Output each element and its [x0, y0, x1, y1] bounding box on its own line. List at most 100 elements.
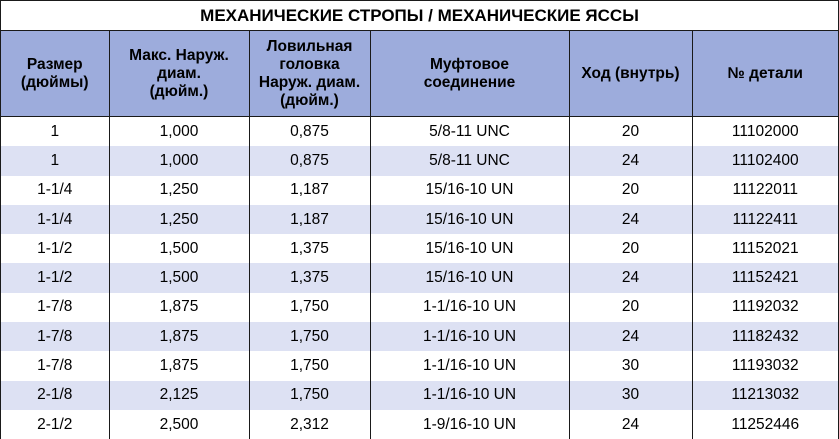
cell-max-od: 1,875 — [109, 351, 250, 381]
table-row: 1-1/4 1,250 1,187 15/16-10 UN 20 11122011 — [1, 175, 838, 205]
parts-table: Размер (дюймы) Макс. Наруж. диам. (дюйм.) Лов… — [1, 31, 838, 439]
header-size: Размер (дюймы) — [1, 31, 110, 117]
cell-size: 1 — [1, 116, 110, 147]
cell-part-number: 11252446 — [692, 409, 838, 439]
cell-stroke: 20 — [569, 292, 693, 323]
cell-size: 1-7/8 — [1, 292, 110, 323]
cell-fishing-neck-od: 1,375 — [249, 234, 371, 264]
cell-max-od: 1,250 — [109, 204, 250, 235]
cell-connection: 1-1/16-10 UN — [370, 351, 570, 381]
header-stroke: Ход (внутрь) — [569, 31, 693, 117]
cell-connection: 5/8-11 UNC — [370, 116, 570, 147]
header-row: Размер (дюймы) Макс. Наруж. диам. (дюйм.) Лов… — [1, 31, 838, 117]
cell-connection: 15/16-10 UN — [370, 234, 570, 264]
table-row: 2-1/2 2,500 2,312 1-9/16-10 UN 24 11252446 — [1, 409, 838, 439]
cell-max-od: 1,250 — [109, 175, 250, 205]
table-header: Размер (дюймы) Макс. Наруж. диам. (дюйм.) Лов… — [1, 31, 838, 117]
cell-fishing-neck-od: 1,750 — [249, 292, 371, 323]
cell-max-od: 1,500 — [109, 263, 250, 293]
cell-fishing-neck-od: 0,875 — [249, 116, 371, 147]
table-row: 1-7/8 1,875 1,750 1-1/16-10 UN 20 11192032 — [1, 292, 838, 323]
cell-stroke: 24 — [569, 263, 693, 293]
cell-stroke: 20 — [569, 234, 693, 264]
cell-fishing-neck-od: 2,312 — [249, 409, 371, 439]
header-max-od: Макс. Наруж. диам. (дюйм.) — [109, 31, 250, 117]
cell-fishing-neck-od: 1,750 — [249, 380, 371, 410]
cell-size: 1-7/8 — [1, 351, 110, 381]
cell-max-od: 1,875 — [109, 322, 250, 352]
cell-stroke: 30 — [569, 351, 693, 381]
table-row: 2-1/8 2,125 1,750 1-1/16-10 UN 30 11213032 — [1, 380, 838, 410]
table-title: МЕХАНИЧЕСКИЕ СТРОПЫ / МЕХАНИЧЕСКИЕ ЯССЫ — [1, 1, 838, 31]
cell-part-number: 11102000 — [692, 116, 838, 147]
cell-size: 1-1/2 — [1, 263, 110, 293]
cell-part-number: 11192032 — [692, 292, 838, 323]
cell-part-number: 11152021 — [692, 234, 838, 264]
cell-part-number: 11102400 — [692, 146, 838, 176]
cell-stroke: 24 — [569, 409, 693, 439]
header-line: Ход (внутрь) — [581, 64, 680, 82]
table-row: 1 1,000 0,875 5/8-11 UNC 20 11102000 — [1, 116, 838, 147]
cell-fishing-neck-od: 1,750 — [249, 322, 371, 352]
cell-max-od: 2,500 — [109, 409, 250, 439]
cell-part-number: 11193032 — [692, 351, 838, 381]
cell-connection: 5/8-11 UNC — [370, 146, 570, 176]
table-body: 1 1,000 0,875 5/8-11 UNC 20 11102000 1 1,000 0,8… — [1, 116, 838, 439]
cell-fishing-neck-od: 1,187 — [249, 175, 371, 205]
cell-connection: 1-1/16-10 UN — [370, 322, 570, 352]
header-line: диам. — [157, 64, 201, 82]
table-row: 1 1,000 0,875 5/8-11 UNC 24 11102400 — [1, 146, 838, 176]
cell-part-number: 11122411 — [692, 204, 838, 235]
table-row: 1-1/2 1,500 1,375 15/16-10 UN 20 11152021 — [1, 234, 838, 264]
header-line: Наруж. диам. — [258, 73, 361, 91]
header-line: Размер — [26, 55, 83, 73]
header-line: (дюймы) — [20, 73, 89, 91]
cell-max-od: 2,125 — [109, 380, 250, 410]
cell-connection: 15/16-10 UN — [370, 175, 570, 205]
cell-stroke: 24 — [569, 146, 693, 176]
cell-max-od: 1,500 — [109, 234, 250, 264]
cell-size: 1-7/8 — [1, 322, 110, 352]
cell-stroke: 20 — [569, 175, 693, 205]
cell-connection: 1-1/16-10 UN — [370, 380, 570, 410]
header-line: Макс. Наруж. — [129, 46, 229, 64]
cell-part-number: 11122011 — [692, 175, 838, 205]
header-line: головка — [279, 55, 340, 73]
cell-max-od: 1,000 — [109, 146, 250, 176]
header-fishing-neck-od: Ловильная головка Наруж. диам. (дюйм.) — [249, 31, 371, 117]
cell-size: 2-1/8 — [1, 380, 110, 410]
header-line: Муфтовое — [430, 55, 509, 73]
cell-stroke: 24 — [569, 204, 693, 235]
header-line: № детали — [727, 64, 803, 82]
cell-size: 1-1/4 — [1, 175, 110, 205]
header-line: Ловильная — [266, 37, 353, 55]
cell-part-number: 11213032 — [692, 380, 838, 410]
header-connection: Муфтовое соединение — [370, 31, 570, 117]
cell-max-od: 1,000 — [109, 116, 250, 147]
cell-connection: 1-9/16-10 UN — [370, 409, 570, 439]
cell-connection: 15/16-10 UN — [370, 204, 570, 235]
cell-stroke: 24 — [569, 322, 693, 352]
header-line: (дюйм.) — [149, 82, 209, 100]
header-line: соединение — [423, 73, 516, 91]
cell-size: 1-1/4 — [1, 204, 110, 235]
cell-fishing-neck-od: 1,187 — [249, 204, 371, 235]
cell-size: 2-1/2 — [1, 409, 110, 439]
table-row: 1-7/8 1,875 1,750 1-1/16-10 UN 24 11182432 — [1, 322, 838, 352]
header-line: (дюйм.) — [280, 91, 339, 109]
cell-size: 1-1/2 — [1, 234, 110, 264]
cell-fishing-neck-od: 1,750 — [249, 351, 371, 381]
cell-connection: 15/16-10 UN — [370, 263, 570, 293]
cell-stroke: 20 — [569, 116, 693, 147]
cell-fishing-neck-od: 0,875 — [249, 146, 371, 176]
table-row: 1-7/8 1,875 1,750 1-1/16-10 UN 30 11193032 — [1, 351, 838, 381]
cell-fishing-neck-od: 1,375 — [249, 263, 371, 293]
table-row: 1-1/2 1,500 1,375 15/16-10 UN 24 11152421 — [1, 263, 838, 293]
cell-part-number: 11152421 — [692, 263, 838, 293]
cell-stroke: 30 — [569, 380, 693, 410]
table-row: 1-1/4 1,250 1,187 15/16-10 UN 24 11122411 — [1, 204, 838, 235]
cell-max-od: 1,875 — [109, 292, 250, 323]
cell-size: 1 — [1, 146, 110, 176]
cell-connection: 1-1/16-10 UN — [370, 292, 570, 323]
